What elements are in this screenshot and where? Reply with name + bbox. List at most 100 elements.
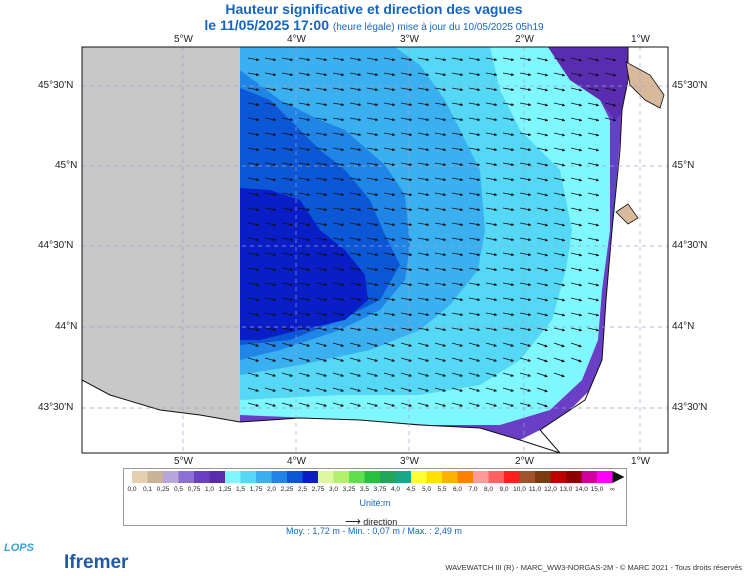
direction-arrow [315,312,328,317]
direction-arrow [570,282,583,287]
direction-arrow [519,252,532,257]
direction-arrow [502,162,515,167]
direction-arrow [400,252,413,257]
direction-arrow [451,162,464,167]
legend-swatch [597,471,613,483]
direction-arrow [349,312,362,317]
direction-arrow [247,357,260,362]
direction-arrow [315,387,328,392]
direction-arrow [468,342,481,347]
direction-arrow [417,342,430,347]
direction-arrow [332,402,345,407]
legend-tick-label: 3,25 [342,486,356,493]
direction-arrow [315,282,328,287]
direction-arrow [400,132,413,137]
lon-label-top-2: 3°W [400,34,419,45]
direction-arrow [570,72,583,77]
direction-arrow [434,192,447,197]
band-2-75 [240,188,368,340]
direction-arrow [281,132,294,137]
direction-arrow [400,342,413,347]
direction-arrow [315,207,328,212]
footer-credits: WAVEWATCH III (R) - MARC_WW3-NORGAS-2M -… [445,563,742,572]
direction-arrow [400,87,413,92]
direction-arrow [468,207,481,212]
direction-arrow [349,132,362,137]
direction-arrow [502,252,515,257]
legend-swatch [318,471,334,483]
direction-arrow [434,327,447,332]
direction-arrow [536,237,549,242]
direction-arrow [281,387,294,392]
direction-arrow-icon: ⟶ [345,516,361,528]
direction-arrow [247,312,260,317]
direction-arrow [349,267,362,272]
direction-arrow [604,72,617,77]
direction-arrow [519,57,532,62]
direction-arrow [315,57,328,62]
direction-arrow [366,402,379,407]
direction-arrow [502,327,515,332]
direction-arrow [417,72,430,77]
direction-arrow [485,177,498,182]
direction-arrow [366,252,379,257]
direction-arrow [417,177,430,182]
lops-logo: LOPS [4,542,34,554]
direction-arrow [332,87,345,92]
direction-arrow [366,282,379,287]
direction-arrow [315,87,328,92]
direction-arrow [298,267,311,272]
direction-arrow [553,267,566,272]
direction-arrow [400,267,413,272]
legend-swatch [550,471,566,483]
direction-arrow [553,252,566,257]
direction-arrow [485,222,498,227]
direction-arrow [281,117,294,122]
direction-arrow [315,297,328,302]
direction-arrow [485,87,498,92]
direction-arrow [400,402,413,407]
direction-arrow [502,342,515,347]
legend-swatch [147,471,163,483]
direction-arrow [451,87,464,92]
direction-arrow [519,132,532,137]
direction-arrow [451,132,464,137]
direction-arrow [451,117,464,122]
direction-arrow [400,372,413,377]
lon-label-top-0: 5°W [174,34,193,45]
legend-tick-label: 3,5 [359,486,370,493]
direction-arrow [536,252,549,257]
direction-arrow [468,312,481,317]
direction-arrow [519,87,532,92]
direction-arrow [451,282,464,287]
direction-arrow [587,102,600,107]
direction-arrow [519,267,532,272]
legend-tick-label: 0,75 [187,486,201,493]
direction-arrow [485,132,498,137]
direction-arrow [247,297,260,302]
direction-arrow [502,267,515,272]
direction-arrow [264,57,277,62]
lat-label-right-4: 43°30'N [672,402,708,413]
direction-arrow [536,207,549,212]
direction-arrow [468,297,481,302]
legend-swatch [178,471,194,483]
direction-arrow [485,387,498,392]
direction-arrow [434,87,447,92]
direction-arrow [468,117,481,122]
direction-arrow [434,237,447,242]
direction-arrow [349,87,362,92]
direction-arrow [417,252,430,257]
direction-arrow [315,252,328,257]
direction-arrow [366,222,379,227]
direction-arrow [366,57,379,62]
direction-arrow [332,72,345,77]
direction-arrow [366,237,379,242]
direction-arrow [553,177,566,182]
direction-arrow [332,252,345,257]
direction-arrow [400,237,413,242]
direction-arrow [366,267,379,272]
direction-arrow [553,57,566,62]
direction-arrow [587,282,600,287]
direction-arrow [400,117,413,122]
